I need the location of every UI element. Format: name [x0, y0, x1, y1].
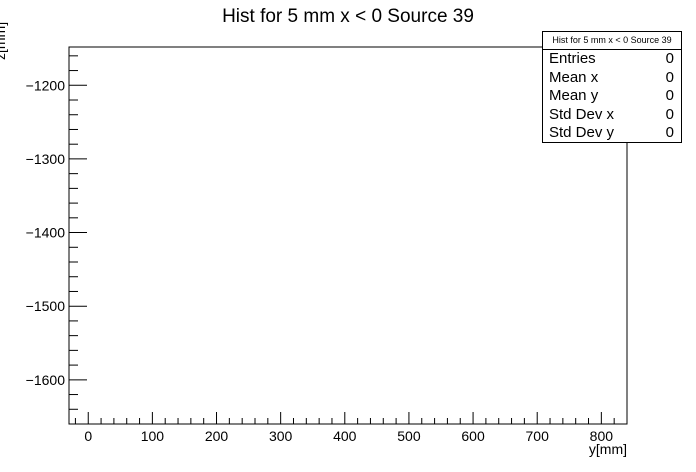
y-tick-label: −1300 [26, 151, 66, 167]
stats-row-std-dev-y: Std Dev y 0 [543, 124, 681, 143]
x-tick-label: 800 [590, 428, 614, 444]
stats-row-mean-y: Mean y 0 [543, 87, 681, 106]
x-tick-label: 500 [397, 428, 421, 444]
y-tick-label: −1200 [26, 77, 66, 93]
stats-label: Std Dev x [549, 105, 615, 123]
x-tick-label: 400 [333, 428, 357, 444]
x-tick-label: 300 [269, 428, 293, 444]
stats-box: Hist for 5 mm x < 0 Source 39 Entries 0 … [542, 31, 682, 143]
y-tick-label: −1400 [26, 225, 66, 241]
stats-row-std-dev-x: Std Dev x 0 [543, 106, 681, 125]
stats-value: 0 [665, 105, 674, 123]
y-axis-label: z[mm] [0, 21, 8, 60]
x-tick-label: 700 [526, 428, 550, 444]
x-tick-label: 0 [84, 428, 92, 444]
plot-frame [68, 46, 628, 425]
stats-row-mean-x: Mean x 0 [543, 69, 681, 88]
y-tick-label: −1600 [26, 372, 66, 388]
x-tick-label: 100 [141, 428, 165, 444]
y-tick-label: −1500 [26, 298, 66, 314]
stats-row-entries: Entries 0 [543, 50, 681, 69]
stats-label: Std Dev y [549, 124, 615, 141]
x-axis-label: y[mm] [588, 441, 627, 457]
x-tick-label: 200 [205, 428, 229, 444]
stats-value: 0 [665, 87, 674, 104]
stats-label: Entries [549, 50, 596, 67]
stats-label: Mean x [549, 68, 599, 86]
stats-value: 0 [665, 68, 674, 86]
chart-title: Hist for 5 mm x < 0 Source 39 [222, 6, 474, 27]
stats-value: 0 [665, 50, 674, 67]
x-tick-label: 600 [461, 428, 485, 444]
stats-label: Mean y [549, 87, 599, 104]
stats-value: 0 [665, 124, 674, 141]
stats-box-title: Hist for 5 mm x < 0 Source 39 [543, 32, 681, 50]
